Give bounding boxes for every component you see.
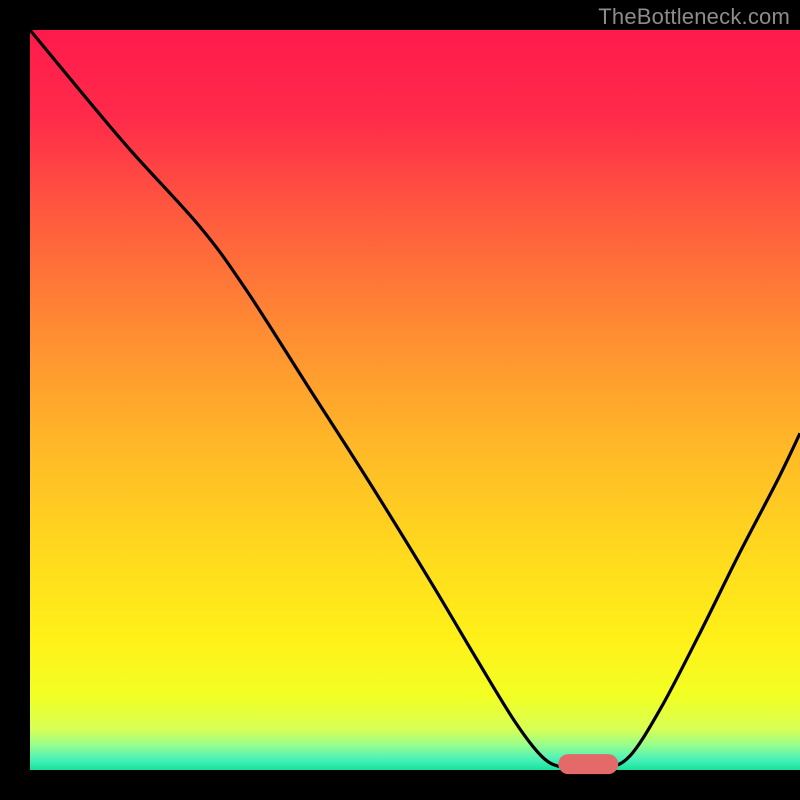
watermark-text: TheBottleneck.com bbox=[598, 4, 790, 30]
bottleneck-chart bbox=[0, 0, 800, 800]
chart-container: TheBottleneck.com bbox=[0, 0, 800, 800]
plot-background bbox=[30, 30, 800, 770]
optimal-marker bbox=[558, 754, 618, 774]
